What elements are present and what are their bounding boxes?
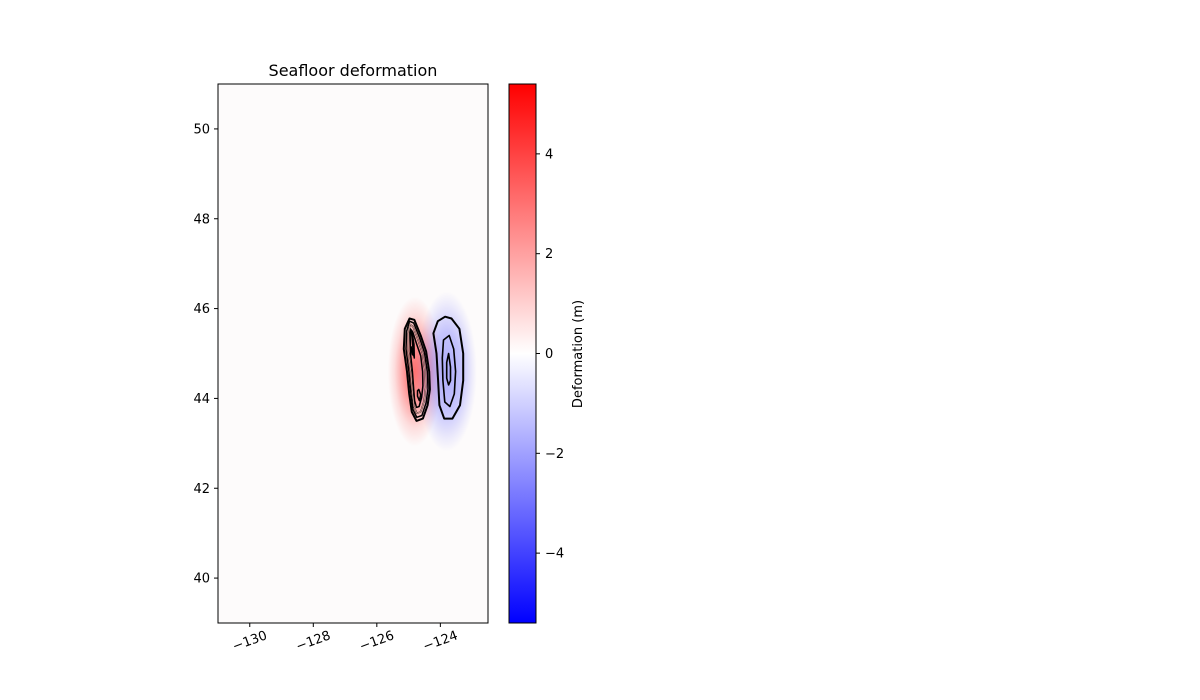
colorbar-tick-label: 0	[545, 347, 553, 362]
colorbar-tick-label: −4	[545, 547, 564, 562]
colorbar-tick-label: −2	[545, 447, 564, 462]
contour-negative	[432, 315, 465, 420]
y-axis: 40 42 44 46 48 50	[193, 122, 218, 587]
y-tick-label: 44	[193, 392, 210, 407]
deformation-contours	[402, 315, 465, 422]
y-tick-label: 42	[193, 482, 210, 497]
contour-positive-highlight	[407, 323, 427, 414]
contour-negative	[441, 334, 457, 408]
colorbar-tick-label: 2	[545, 247, 553, 262]
contour-positive	[402, 317, 431, 422]
chart-title: Seafloor deformation	[269, 61, 438, 80]
y-tick-label: 46	[193, 302, 210, 317]
colorbar: −4 −2 0 2 4 Deformation (m)	[508, 83, 586, 624]
x-tick-label: −130	[231, 628, 270, 654]
x-tick-label: −124	[421, 628, 460, 654]
contour-positive	[410, 346, 415, 357]
plot-frame	[217, 83, 489, 624]
x-tick-label: −128	[294, 628, 333, 654]
colorbar-tick-label: 4	[545, 147, 553, 162]
y-tick-label: 48	[193, 212, 210, 227]
y-tick-label: 50	[193, 122, 210, 137]
contour-positive	[405, 320, 429, 419]
contour-positive	[409, 328, 424, 409]
y-tick-label: 40	[193, 572, 210, 587]
contour-negative	[445, 352, 452, 386]
contour-positive	[416, 388, 422, 402]
colorbar-fill	[508, 83, 537, 624]
colorbar-ticks: −4 −2 0 2 4	[536, 147, 564, 562]
colorbar-label: Deformation (m)	[571, 300, 586, 408]
x-tick-label: −126	[358, 628, 397, 654]
plot-area: −130 −128 −126 −124 40 42 44 46 48 50	[193, 83, 489, 655]
x-axis: −130 −128 −126 −124	[231, 623, 460, 655]
contour-positive	[409, 328, 416, 359]
